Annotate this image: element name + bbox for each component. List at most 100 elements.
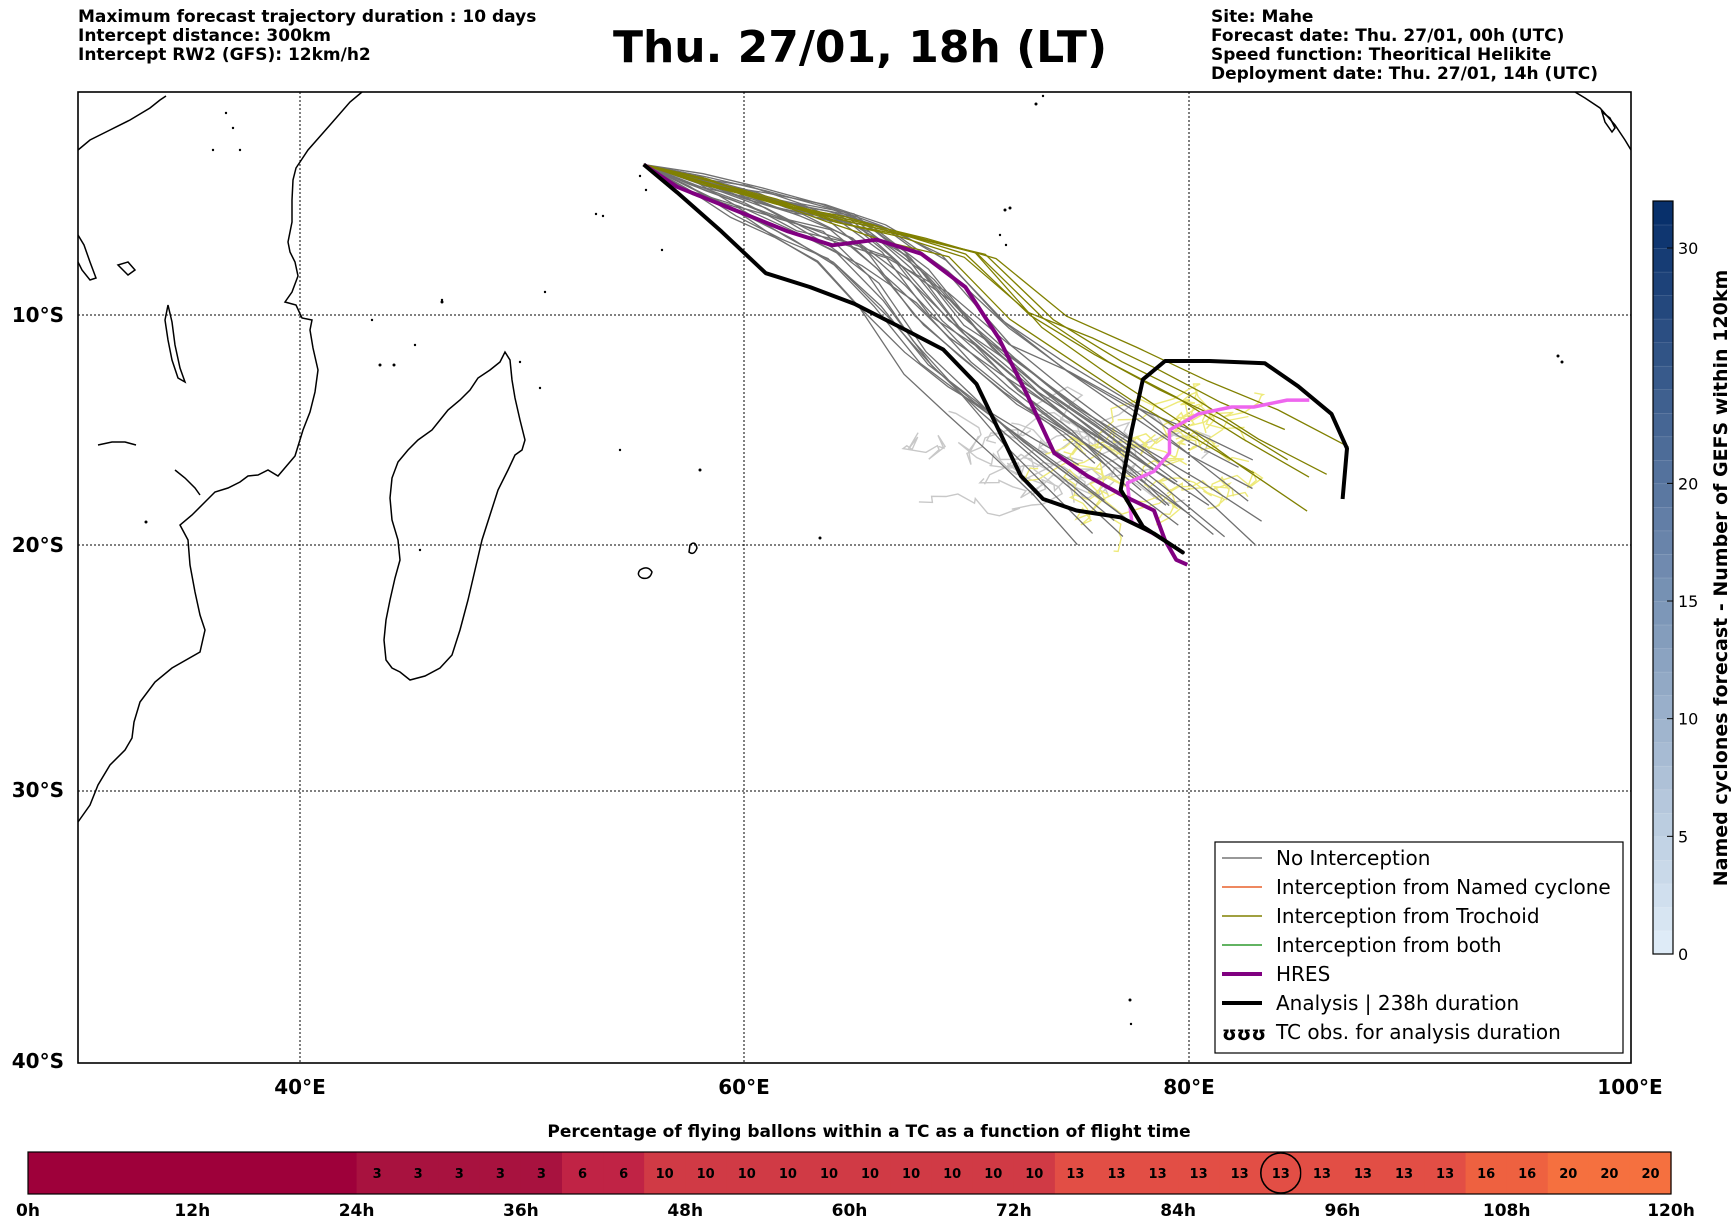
mozambique-strip (97, 441, 137, 446)
africa-north-coast (78, 95, 167, 151)
balloon-bar-cell (849, 1152, 892, 1194)
header-line-deployment: Deployment date: Thu. 27/01, 14h (UTC) (1211, 64, 1598, 84)
colorbar-cell (1652, 883, 1674, 908)
late-track-yellow (1109, 429, 1250, 464)
balloon-bar-cell (233, 1152, 276, 1194)
balloon-bar-value: 10 (1025, 1167, 1043, 1182)
balloon-bar-value: 10 (943, 1167, 961, 1182)
legend-label: HRES (1276, 962, 1330, 986)
map-frame (77, 91, 1632, 1064)
balloon-bar-cell (1219, 1152, 1261, 1194)
balloon-bar-cell (192, 1152, 234, 1194)
ensemble-track-no-interception (643, 163, 1124, 537)
balloon-bar-value: 3 (414, 1167, 423, 1182)
ensemble-track-no-interception (643, 163, 1214, 535)
balloon-bar-tick: 48h (667, 1201, 703, 1221)
colorbar-frame (1652, 200, 1674, 955)
balloon-bar-tick: 60h (832, 1201, 868, 1221)
reunion-outline (688, 542, 698, 555)
legend: No Interception Interception from Named c… (1214, 841, 1624, 1054)
africa-coastline (78, 92, 363, 823)
hres-track (642, 162, 1189, 567)
balloon-bar-value: 13 (1272, 1167, 1290, 1182)
header-line-duration: Maximum forecast trajectory duration : 1… (78, 7, 537, 27)
small-islands (144, 94, 1564, 1026)
legend-box (1214, 841, 1624, 1054)
balloon-bar-cell (1342, 1152, 1385, 1194)
colorbar-label: Named cyclones forecast - Number of GEFS… (1710, 270, 1732, 887)
late-track-yellow (1062, 468, 1179, 510)
header-line-forecast-date: Forecast date: Thu. 27/01, 00h (UTC) (1211, 26, 1565, 46)
gridlines (78, 92, 1631, 1063)
balloon-bar-cell (808, 1152, 851, 1194)
balloon-bar-value: 13 (1149, 1167, 1167, 1182)
colorbar-cell (1652, 647, 1674, 673)
balloon-bar-cell (644, 1152, 686, 1194)
balloon-bar-cell (1054, 1152, 1097, 1194)
balloon-bar-frame (27, 1151, 1672, 1195)
balloon-bar-value: 20 (1600, 1167, 1618, 1182)
colorbar-cell (1652, 200, 1674, 226)
balloon-bar-value: 3 (373, 1167, 382, 1182)
balloon-bar-tick: 96h (1325, 1201, 1361, 1221)
balloon-bar-value: 13 (1190, 1167, 1208, 1182)
balloon-bar-value: 16 (1477, 1167, 1495, 1182)
balloon-bar-title: Percentage of flying ballons within a TC… (547, 1122, 1190, 1142)
ensemble-track-no-interception (643, 163, 1170, 507)
balloon-bar-cell (151, 1152, 193, 1194)
ensemble-track-no-interception (643, 163, 1179, 526)
balloon-bar-cell (1424, 1152, 1467, 1194)
balloon-percentage-bar: Percentage of flying ballons within a TC… (16, 1122, 1695, 1221)
balloon-bar-value: 13 (1066, 1167, 1084, 1182)
balloon-bar-cell (562, 1152, 604, 1194)
balloon-bar-value: 16 (1518, 1167, 1536, 1182)
late-track-yellow (1068, 494, 1122, 553)
legend-label: Interception from Named cyclone (1276, 875, 1611, 899)
colorbar-cell (1652, 459, 1674, 485)
late-track-grey (901, 432, 947, 460)
balloon-bar-value: 20 (1559, 1167, 1577, 1182)
balloon-bar-cell (767, 1152, 810, 1194)
colorbar-cell (1652, 577, 1674, 602)
colorbar-tick-label: 0 (1678, 945, 1688, 964)
ensemble-track-trochoid (643, 163, 1308, 512)
ensemble-track-trochoid (643, 163, 1310, 478)
balloon-bar-value: 10 (861, 1167, 879, 1182)
balloon-bar-cell (685, 1152, 727, 1194)
balloon-bar-cell (1013, 1152, 1056, 1194)
balloon-bar-cell (356, 1152, 399, 1194)
balloon-bar-value: 13 (1107, 1167, 1125, 1182)
hres-late-track (1125, 398, 1310, 542)
colorbar-tick-label: 5 (1678, 827, 1688, 846)
colorbar-cell (1652, 365, 1674, 390)
balloon-bar-value: 10 (902, 1167, 920, 1182)
ensemble-track-no-interception (643, 163, 1132, 524)
header-line-distance: Intercept distance: 300km (78, 26, 331, 46)
ensemble-track-no-interception (643, 163, 1254, 461)
late-track-grey (985, 411, 1084, 455)
balloon-bar-cell (1588, 1152, 1631, 1194)
main-tracks (642, 162, 1349, 567)
colorbar-cell (1652, 741, 1674, 767)
balloon-bar-cell (1137, 1152, 1179, 1194)
legend-label: TC obs. for analysis duration (1275, 1020, 1561, 1044)
header-line-speed: Speed function: Theoritical Helikite (1211, 45, 1552, 65)
balloon-bar-value: 3 (455, 1167, 464, 1182)
colorbar-cell (1652, 483, 1674, 508)
balloon-bar-cell (726, 1152, 768, 1194)
balloon-bar-value: 10 (656, 1167, 674, 1182)
balloon-bar-value: 10 (984, 1167, 1002, 1182)
colorbar-cell (1652, 224, 1674, 249)
colorbar-cell (1652, 765, 1674, 791)
balloon-bar-cell (28, 1152, 70, 1194)
colorbar-tick-label: 30 (1678, 239, 1698, 258)
balloon-bar-cell (397, 1152, 440, 1194)
y-tick-40s: 40°S (12, 1049, 64, 1073)
balloon-bar-cell (931, 1152, 974, 1194)
late-track-grey (948, 410, 1032, 465)
balloon-bar-tick: 108h (1483, 1201, 1531, 1221)
ensemble-track-no-interception (643, 163, 1119, 513)
balloon-bar-cell (1096, 1152, 1138, 1194)
comoros-1 (116, 261, 137, 276)
ensemble-track-trochoid (643, 163, 1289, 461)
